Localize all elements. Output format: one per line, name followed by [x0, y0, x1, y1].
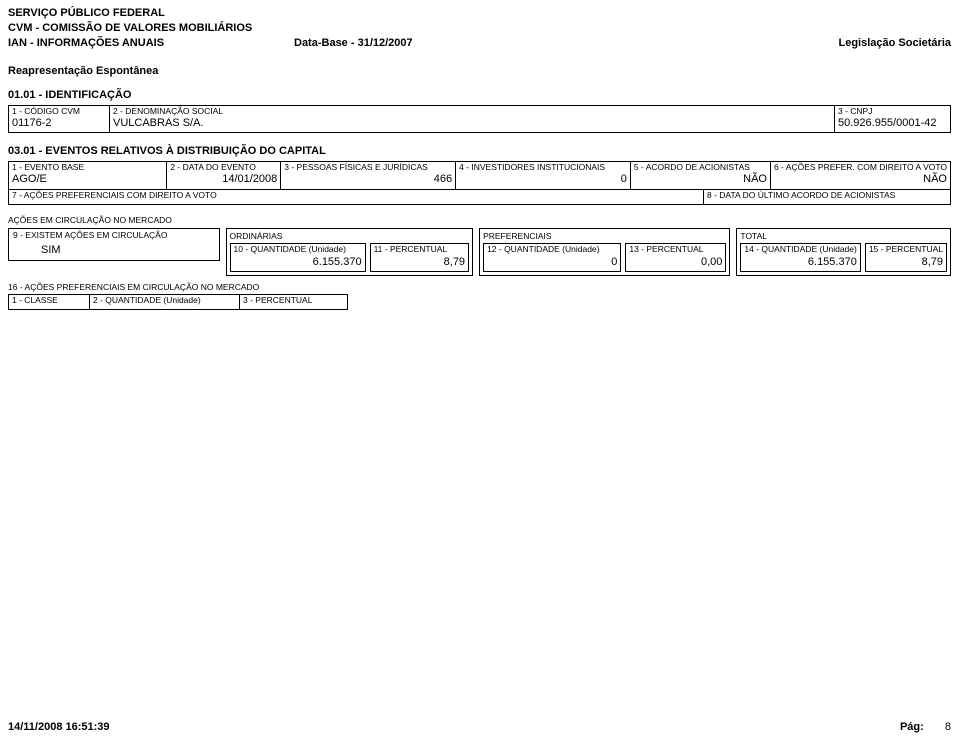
data-evento-label: 2 - DATA DO EVENTO	[170, 163, 277, 172]
section-eventos-title: 03.01 - EVENTOS RELATIVOS À DISTRIBUIÇÃO…	[8, 145, 951, 157]
investidores-inst-label: 4 - INVESTIDORES INSTITUCIONAIS	[459, 163, 627, 172]
existem-acoes-value: SIM	[13, 244, 215, 256]
field-evento-base: 1 - EVENTO BASE AGO/E	[9, 162, 166, 189]
lower-box: 1 - CLASSE 2 - QUANTIDADE (Unidade) 3 - …	[8, 294, 348, 310]
page-container: SERVIÇO PÚBLICO FEDERAL CVM - COMISSÃO D…	[0, 0, 959, 739]
field-existem-acoes: 9 - EXISTEM AÇÕES EM CIRCULAÇÃO SIM	[8, 228, 220, 261]
field-pref-pct: 13 - PERCENTUAL 0,00	[625, 243, 726, 273]
field-acordo-acionistas: 5 - ACORDO DE ACIONISTAS NÃO	[630, 162, 770, 189]
identification-box: 1 - CÓDIGO CVM 01176-2 2 - DENOMINAÇÃO S…	[8, 105, 951, 134]
total-title: TOTAL	[740, 231, 947, 241]
header-line3-left: IAN - INFORMAÇÕES ANUAIS	[8, 36, 294, 51]
field-data-evento: 2 - DATA DO EVENTO 14/01/2008	[166, 162, 280, 189]
data-evento-value: 14/01/2008	[170, 173, 277, 186]
tot-qty-label: 14 - QUANTIDADE (Unidade)	[744, 245, 856, 254]
group-preferenciais: PREFERENCIAIS 12 - QUANTIDADE (Unidade) …	[479, 228, 730, 277]
cnpj-label: 3 - CNPJ	[838, 107, 947, 116]
denominacao-label: 2 - DENOMINAÇÃO SOCIAL	[113, 107, 831, 116]
pref-pct-value: 0,00	[629, 256, 722, 269]
acoes-pref-direito-voto-label: 7 - AÇÕES PREFERENCIAIS COM DIREITO A VO…	[12, 191, 700, 200]
field-codigo-cvm: 1 - CÓDIGO CVM 01176-2	[9, 106, 109, 133]
field-ord-pct: 11 - PERCENTUAL 8,79	[370, 243, 469, 273]
field-quantidade: 2 - QUANTIDADE (Unidade)	[89, 295, 239, 309]
acoes-pref-voto-label: 6 - AÇÕES PREFER. COM DIREITO A VOTO	[774, 163, 947, 172]
field-pessoas-fisicas: 3 - PESSOAS FÍSICAS E JURÍDICAS 466	[280, 162, 455, 189]
header-subtitle: Reapresentação Espontânea	[8, 65, 951, 77]
ord-pct-label: 11 - PERCENTUAL	[374, 245, 465, 254]
header-line2: CVM - COMISSÃO DE VALORES MOBILIÁRIOS	[8, 21, 951, 36]
ord-qty-value: 6.155.370	[234, 256, 362, 269]
investidores-inst-value: 0	[459, 173, 627, 186]
section-id-title: 01.01 - IDENTIFICAÇÃO	[8, 89, 951, 101]
acordo-acionistas-value: NÃO	[634, 173, 767, 186]
footer-timestamp: 14/11/2008 16:51:39	[8, 721, 110, 733]
footer-page-number: 8	[945, 721, 951, 733]
acordo-acionistas-label: 5 - ACORDO DE ACIONISTAS	[634, 163, 767, 172]
pessoas-fisicas-label: 3 - PESSOAS FÍSICAS E JURÍDICAS	[284, 163, 452, 172]
ord-pct-value: 8,79	[374, 256, 465, 269]
footer-page-label: Pág:	[900, 721, 924, 733]
field-denominacao: 2 - DENOMINAÇÃO SOCIAL VULCABRAS S/A.	[109, 106, 834, 133]
doc-header: SERVIÇO PÚBLICO FEDERAL CVM - COMISSÃO D…	[8, 6, 951, 77]
field-percentual: 3 - PERCENTUAL	[239, 295, 347, 309]
field-tot-qty: 14 - QUANTIDADE (Unidade) 6.155.370	[740, 243, 860, 273]
field-pref-qty: 12 - QUANTIDADE (Unidade) 0	[483, 243, 621, 273]
field-acoes-pref-direito-voto: 7 - AÇÕES PREFERENCIAIS COM DIREITO A VO…	[9, 190, 703, 204]
field-investidores-inst: 4 - INVESTIDORES INSTITUCIONAIS 0	[455, 162, 630, 189]
lower-title: 16 - AÇÕES PREFERENCIAIS EM CIRCULAÇÃO N…	[8, 282, 951, 292]
tot-qty-value: 6.155.370	[744, 256, 856, 269]
header-line3-right: Legislação Societária	[839, 36, 952, 51]
pref-qty-label: 12 - QUANTIDADE (Unidade)	[487, 245, 617, 254]
ord-qty-label: 10 - QUANTIDADE (Unidade)	[234, 245, 362, 254]
acoes-pref-voto-value: NÃO	[774, 173, 947, 186]
circulacao-heading: AÇÕES EM CIRCULAÇÃO NO MERCADO	[8, 215, 951, 225]
ordinarias-title: ORDINÁRIAS	[230, 231, 470, 241]
classe-label: 1 - CLASSE	[12, 296, 86, 305]
evento-base-label: 1 - EVENTO BASE	[12, 163, 163, 172]
tot-pct-label: 15 - PERCENTUAL	[869, 245, 943, 254]
existem-acoes-label: 9 - EXISTEM AÇÕES EM CIRCULAÇÃO	[13, 231, 215, 240]
field-data-ultimo-acordo: 8 - DATA DO ÚLTIMO ACORDO DE ACIONISTAS	[703, 190, 950, 204]
header-line1: SERVIÇO PÚBLICO FEDERAL	[8, 6, 951, 21]
preferenciais-title: PREFERENCIAIS	[483, 231, 726, 241]
field-tot-pct: 15 - PERCENTUAL 8,79	[865, 243, 947, 273]
data-ultimo-acordo-label: 8 - DATA DO ÚLTIMO ACORDO DE ACIONISTAS	[707, 191, 947, 200]
denominacao-value: VULCABRAS S/A.	[113, 117, 831, 130]
evento-base-value: AGO/E	[12, 173, 163, 186]
eventos-box: 1 - EVENTO BASE AGO/E 2 - DATA DO EVENTO…	[8, 161, 951, 205]
field-classe: 1 - CLASSE	[9, 295, 89, 309]
header-line3: IAN - INFORMAÇÕES ANUAIS Data-Base - 31/…	[8, 36, 951, 51]
field-acoes-pref-voto: 6 - AÇÕES PREFER. COM DIREITO A VOTO NÃO	[770, 162, 950, 189]
field-ord-qty: 10 - QUANTIDADE (Unidade) 6.155.370	[230, 243, 366, 273]
pref-qty-value: 0	[487, 256, 617, 269]
field-cnpj: 3 - CNPJ 50.926.955/0001-42	[834, 106, 950, 133]
codigo-cvm-label: 1 - CÓDIGO CVM	[12, 107, 106, 116]
pref-pct-label: 13 - PERCENTUAL	[629, 245, 722, 254]
tot-pct-value: 8,79	[869, 256, 943, 269]
group-total: TOTAL 14 - QUANTIDADE (Unidade) 6.155.37…	[736, 228, 951, 277]
quantidade-label: 2 - QUANTIDADE (Unidade)	[93, 296, 236, 305]
group-ordinarias: ORDINÁRIAS 10 - QUANTIDADE (Unidade) 6.1…	[226, 228, 474, 277]
percentual-label: 3 - PERCENTUAL	[243, 296, 344, 305]
footer-page: Pág: 8	[900, 721, 951, 733]
pessoas-fisicas-value: 466	[284, 173, 452, 186]
header-line3-center: Data-Base - 31/12/2007	[294, 36, 839, 51]
page-footer: 14/11/2008 16:51:39 Pág: 8	[8, 721, 951, 733]
circulacao-row: 9 - EXISTEM AÇÕES EM CIRCULAÇÃO SIM ORDI…	[8, 228, 951, 277]
cnpj-value: 50.926.955/0001-42	[838, 117, 947, 130]
codigo-cvm-value: 01176-2	[12, 117, 106, 130]
